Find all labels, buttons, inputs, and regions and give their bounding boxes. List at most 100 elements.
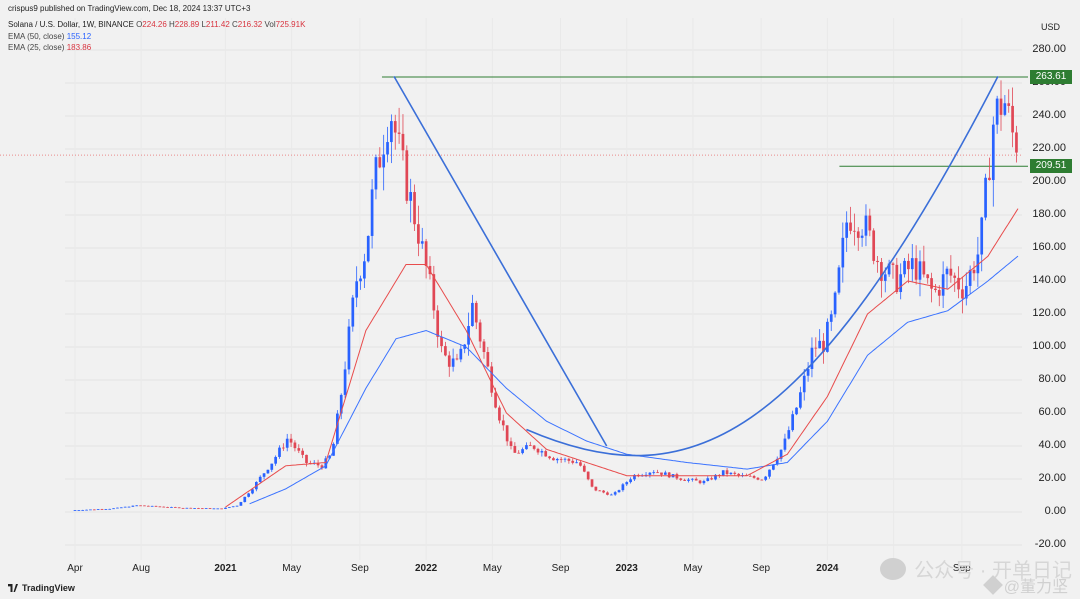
candle-body bbox=[235, 505, 239, 507]
candle-body bbox=[316, 462, 320, 466]
candle-body bbox=[170, 507, 173, 508]
candle-body bbox=[112, 508, 115, 510]
ema50-legend[interactable]: EMA (50, close) 155.12 bbox=[8, 32, 91, 42]
candle-body bbox=[432, 274, 436, 311]
trend-lines bbox=[393, 76, 999, 457]
candle-body bbox=[204, 508, 208, 509]
candle-body bbox=[374, 157, 378, 190]
candle-body bbox=[540, 451, 544, 453]
candle-body bbox=[613, 492, 617, 495]
candle-body bbox=[656, 472, 659, 474]
candle-body bbox=[1007, 103, 1011, 106]
x-tick-label: Sep bbox=[551, 563, 570, 574]
candle-body bbox=[216, 508, 220, 510]
candle-body bbox=[293, 442, 297, 449]
candle-body bbox=[509, 441, 513, 447]
candle-body bbox=[795, 407, 798, 415]
candle-body bbox=[995, 98, 999, 125]
candle-body bbox=[336, 413, 339, 444]
candle-body bbox=[532, 445, 536, 449]
candle-body bbox=[146, 505, 150, 507]
candle-body bbox=[594, 486, 598, 491]
tradingview-logo-icon bbox=[8, 584, 18, 592]
candle-body bbox=[390, 121, 393, 143]
candle-body bbox=[351, 297, 355, 327]
candle-body bbox=[320, 465, 324, 469]
candle-body bbox=[582, 465, 586, 472]
candle-body bbox=[957, 277, 960, 290]
candle-body bbox=[131, 505, 135, 507]
candle-body bbox=[930, 278, 933, 289]
candle-body bbox=[829, 314, 833, 322]
candle-body bbox=[964, 285, 968, 299]
candle-body bbox=[752, 476, 756, 478]
candle-body bbox=[521, 449, 524, 454]
candle-body bbox=[660, 472, 663, 475]
candle-body bbox=[420, 241, 424, 244]
candle-body bbox=[617, 490, 621, 493]
y-tick-label: 220.00 bbox=[1032, 142, 1066, 154]
candle-body bbox=[899, 274, 903, 293]
candle-body bbox=[853, 230, 856, 232]
symbol-line: Solana / U.S. Dollar, 1W, BINANCE O224.2… bbox=[8, 20, 305, 30]
candle-body bbox=[525, 445, 528, 450]
watermark-secondary-text: @董力坚 bbox=[1003, 579, 1068, 596]
candle-body bbox=[768, 469, 771, 477]
y-tick-label: 200.00 bbox=[1032, 175, 1066, 187]
candle-body bbox=[285, 438, 289, 448]
tradingview-logo[interactable]: TradingView bbox=[8, 583, 75, 593]
candle-body bbox=[451, 358, 455, 367]
candle-body bbox=[606, 492, 609, 495]
candle-body bbox=[119, 507, 123, 509]
x-tick-label: Sep bbox=[350, 563, 369, 574]
candle-body bbox=[679, 478, 683, 480]
candle-body bbox=[914, 258, 918, 280]
candle-body bbox=[926, 274, 930, 279]
candle-body bbox=[845, 222, 849, 238]
downtrend-line bbox=[393, 76, 608, 447]
candle-body bbox=[579, 462, 582, 466]
x-tick-label: Sep bbox=[752, 563, 771, 574]
y-tick-label: 40.00 bbox=[1038, 439, 1066, 451]
cup-curve-line bbox=[526, 76, 999, 457]
candle-body bbox=[698, 480, 702, 484]
candle-body bbox=[652, 472, 656, 474]
ema25-line bbox=[225, 208, 1019, 508]
candle-body bbox=[648, 472, 652, 475]
candle-body bbox=[413, 192, 416, 225]
candle-body bbox=[1003, 103, 1007, 115]
candle-body bbox=[100, 509, 104, 511]
candle-body bbox=[1015, 132, 1018, 153]
candle-body bbox=[988, 177, 991, 181]
candle-body bbox=[675, 474, 679, 479]
ema25-legend[interactable]: EMA (25, close) 183.86 bbox=[8, 43, 91, 53]
candle-body bbox=[984, 177, 987, 218]
candle-body bbox=[814, 347, 818, 349]
ema25-label: EMA (25, close) bbox=[8, 43, 65, 52]
candle-body bbox=[598, 490, 602, 492]
candle-body bbox=[513, 446, 517, 453]
ema50-value: 155.12 bbox=[66, 32, 92, 41]
currency-label[interactable]: USD bbox=[1040, 22, 1060, 32]
candle-body bbox=[779, 449, 783, 459]
watermark: 公众号 · 开单日记 bbox=[880, 554, 1072, 583]
y-tick-label: 100.00 bbox=[1032, 340, 1066, 352]
ema-lines bbox=[225, 208, 1019, 508]
candle-body bbox=[471, 302, 474, 327]
candle-body bbox=[324, 458, 328, 469]
candle-body bbox=[872, 230, 876, 261]
candle-body bbox=[150, 505, 154, 507]
candle-body bbox=[907, 260, 910, 270]
candle-body bbox=[77, 510, 81, 511]
candle-body bbox=[73, 510, 77, 511]
ohlc-value-3: 216.32 bbox=[237, 20, 263, 29]
candle-body bbox=[258, 476, 262, 482]
candle-body bbox=[910, 258, 914, 270]
y-tick-label: 20.00 bbox=[1038, 472, 1066, 484]
candle-body bbox=[609, 494, 613, 496]
y-tick-label: 120.00 bbox=[1032, 307, 1066, 319]
candle-body bbox=[559, 458, 563, 460]
candle-body bbox=[590, 479, 594, 487]
watermark-secondary: @董力坚 bbox=[982, 573, 1068, 597]
